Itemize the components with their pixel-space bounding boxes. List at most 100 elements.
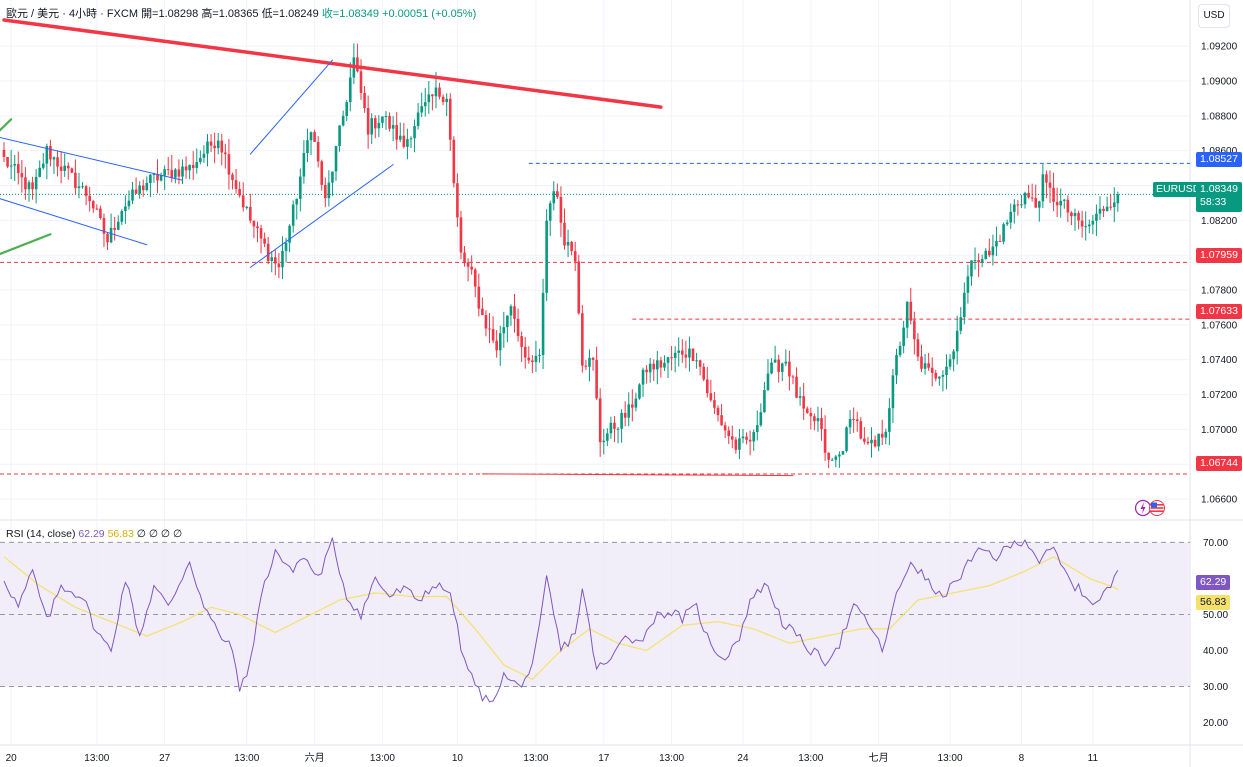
candle-body	[320, 161, 324, 185]
candle-body	[848, 419, 852, 428]
candle	[848, 410, 852, 435]
time-tick-label: 13:00	[370, 753, 395, 764]
candle	[656, 350, 659, 385]
candle	[20, 160, 24, 193]
candle-body	[291, 204, 295, 226]
candle-body	[74, 172, 77, 189]
candle	[588, 349, 591, 382]
trend-line	[249, 164, 394, 268]
candle	[27, 180, 31, 202]
candle-body	[299, 176, 302, 199]
candle-body	[66, 165, 70, 169]
candle-body	[648, 363, 652, 373]
candle	[1002, 222, 1005, 245]
candle	[1066, 195, 1070, 223]
candle-body	[641, 369, 645, 385]
candle-body	[145, 183, 149, 191]
candle	[705, 366, 709, 398]
candle	[613, 416, 616, 443]
candle	[548, 200, 552, 237]
candle-body	[955, 330, 959, 352]
candle	[566, 229, 570, 258]
candle-body	[705, 379, 709, 394]
symbol-name[interactable]: 歐元 / 美元 · 4小時 · FXCM	[6, 8, 138, 20]
candle-body	[606, 433, 609, 441]
candle-body	[720, 415, 723, 426]
current-price-tag: 1.08349 58:33	[1196, 182, 1242, 212]
candle-body	[509, 306, 513, 316]
candle	[466, 258, 470, 282]
candle-body	[245, 206, 249, 208]
candle	[234, 168, 238, 194]
event-icons[interactable]	[1134, 499, 1167, 522]
candle-body	[316, 141, 320, 162]
candle-body	[481, 308, 484, 316]
candle	[120, 208, 124, 225]
candle-body	[834, 456, 838, 460]
candle	[691, 348, 695, 362]
candles	[2, 43, 1120, 469]
candle	[263, 232, 266, 248]
candle-body	[359, 71, 363, 93]
candle	[670, 345, 673, 371]
candle-body	[34, 176, 38, 190]
candle-body	[284, 242, 288, 251]
candle	[702, 363, 706, 382]
price-tick-label: 1.08600	[1201, 146, 1238, 157]
lightning-icon[interactable]	[1134, 499, 1152, 517]
currency-button[interactable]: USD	[1198, 4, 1230, 28]
candle-body	[141, 185, 145, 191]
candle	[195, 148, 199, 174]
candle	[791, 374, 795, 385]
rsi-label[interactable]: RSI (14, close)	[6, 528, 76, 540]
candle	[870, 427, 873, 458]
candle-body	[745, 436, 748, 440]
candle-body	[1116, 194, 1120, 204]
candle-body	[238, 188, 241, 196]
price-tag-level-blue: 1.08527	[1196, 152, 1242, 167]
candle-body	[195, 162, 199, 169]
candle	[623, 401, 627, 427]
time-tick-label: 10	[452, 753, 464, 764]
candle-body	[452, 139, 456, 184]
candle-body	[1052, 187, 1055, 202]
candle-body	[249, 206, 252, 221]
candle	[149, 173, 152, 198]
candle-body	[770, 362, 773, 374]
trend-line	[2, 18, 663, 109]
candle-body	[573, 251, 577, 262]
candle	[616, 426, 620, 444]
candle-body	[566, 241, 570, 246]
candle	[1105, 196, 1109, 212]
candle	[216, 132, 220, 155]
candle	[780, 362, 784, 382]
candle-body	[1102, 208, 1105, 211]
candle-body	[813, 416, 816, 422]
candle-body	[863, 438, 866, 442]
candle	[673, 346, 677, 373]
candle-body	[1005, 222, 1009, 225]
candle-body	[331, 171, 334, 183]
candle	[681, 339, 684, 363]
candle	[402, 122, 406, 149]
candle-body	[1112, 202, 1116, 208]
candle-body	[431, 94, 434, 97]
candle-body	[441, 96, 445, 103]
candle	[1095, 204, 1098, 236]
candle	[773, 345, 777, 363]
candle-body	[913, 320, 916, 340]
candle-body	[456, 183, 459, 218]
candle	[416, 102, 420, 130]
candle	[552, 181, 556, 211]
candle-body	[627, 404, 631, 418]
candle	[977, 253, 980, 277]
candle	[684, 340, 688, 369]
us-flag-icon[interactable]	[1149, 500, 1165, 516]
candle	[602, 428, 606, 455]
candle-body	[780, 363, 784, 372]
candle	[70, 167, 74, 174]
candle-body	[702, 366, 706, 380]
candle-body	[120, 211, 124, 222]
candle-body	[420, 106, 423, 113]
